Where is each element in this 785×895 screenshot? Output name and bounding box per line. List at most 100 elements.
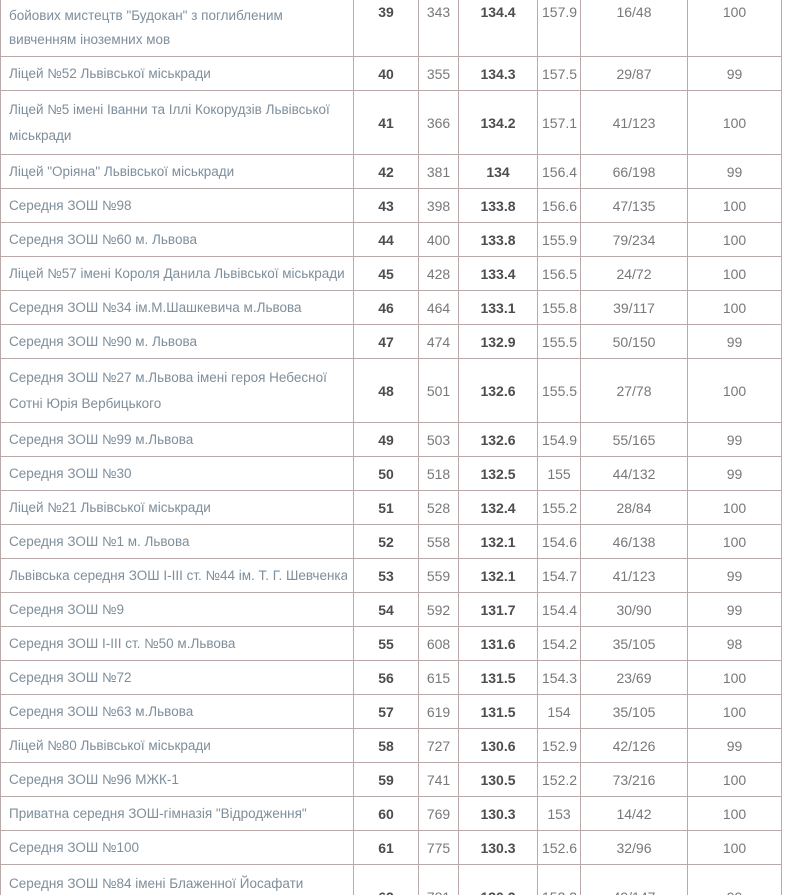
school-name-cell: Середня ЗОШ №84 імені Блаженної Йосафати… [0, 864, 354, 895]
percent-cell: 100 [687, 290, 782, 325]
table-row: Середня ЗОШ №99 м.Львова 49 503 132.6 154.9 5… [0, 422, 782, 457]
rank-cell: 40 [353, 56, 419, 91]
ratio-cell: 41/123 [580, 558, 688, 593]
school-name-line: Середня ЗОШ №98 [9, 197, 132, 213]
position-cell: 727 [418, 728, 459, 763]
ratio-cell: 42/126 [580, 728, 688, 763]
rating-cell: 132.9 [458, 324, 538, 359]
position-cell: 464 [418, 290, 459, 325]
position-cell: 558 [418, 524, 459, 559]
position-cell: 559 [418, 558, 459, 593]
school-name-line: Середня ЗОШ І-ІІІ ст. №50 м.Львова [9, 635, 236, 651]
ratio-cell: 30/90 [580, 592, 688, 627]
school-name-line: Середня ЗОШ №96 МЖК-1 [9, 771, 179, 787]
ratio-cell: 79/234 [580, 222, 688, 257]
position-cell: 769 [418, 796, 459, 831]
school-name-cell: Середня ЗОШ №99 м.Львова [0, 422, 354, 457]
table-row: Середня ЗОШ №84 імені Блаженної Йосафати… [0, 864, 782, 895]
rank-cell: 42 [353, 154, 419, 189]
table-row: Середня ЗОШ І-ІІІ ст. №50 м.Львова 55 608 1… [0, 626, 782, 661]
ratio-cell: 49/147 [580, 864, 688, 895]
position-cell: 474 [418, 324, 459, 359]
ratio-cell: 47/135 [580, 188, 688, 223]
percent-cell: 99 [687, 864, 782, 895]
percent-cell: 100 [687, 762, 782, 797]
score-cell: 152.3 [537, 864, 581, 895]
school-name-line: Середня ЗОШ №34 ім.М.Шашкевича м.Львова [9, 299, 302, 315]
position-cell: 501 [418, 358, 459, 423]
percent-cell: 99 [687, 456, 782, 491]
score-cell: 157.1 [537, 90, 581, 155]
position-cell: 398 [418, 188, 459, 223]
position-cell: 343 [418, 0, 459, 57]
school-name-cell: Ліцей №57 імені Короля Данила Львівської… [0, 256, 354, 291]
percent-cell: 98 [687, 626, 782, 661]
position-cell: 400 [418, 222, 459, 257]
rank-cell: 55 [353, 626, 419, 661]
rating-cell: 130.3 [458, 796, 538, 831]
school-name-cell: Ліцей №80 Львівської міськради [0, 728, 354, 763]
score-cell: 155.5 [537, 358, 581, 423]
score-cell: 155.8 [537, 290, 581, 325]
position-cell: 608 [418, 626, 459, 661]
rating-cell: 132.1 [458, 524, 538, 559]
table-row: Середня ЗОШ №9 54 592 131.7 154.4 30/90 99 [0, 592, 782, 627]
school-name-cell: Ліцей "Оріяна" Львівської міськради [0, 154, 354, 189]
score-cell: 154.2 [537, 626, 581, 661]
position-cell: 381 [418, 154, 459, 189]
school-name-line: Ліцей №21 Львівської міськради [9, 499, 211, 515]
rating-cell: 134.2 [458, 90, 538, 155]
rating-cell: 133.4 [458, 256, 538, 291]
score-cell: 154 [537, 694, 581, 729]
rating-cell: 130.6 [458, 728, 538, 763]
score-cell: 155.9 [537, 222, 581, 257]
rating-cell: 132.5 [458, 456, 538, 491]
rating-cell: 134 [458, 154, 538, 189]
rank-cell: 48 [353, 358, 419, 423]
school-name-cell: Ліцей №52 Львівської міськради [0, 56, 354, 91]
school-name-cell: Середня ЗОШ №1 м. Львова [0, 524, 354, 559]
school-name-cell: Середня ЗОШ №90 м. Львова [0, 324, 354, 359]
percent-cell: 100 [687, 90, 782, 155]
ratio-cell: 16/48 [580, 0, 688, 57]
school-name-line: міськради [9, 127, 72, 143]
score-cell: 154.9 [537, 422, 581, 457]
school-name-line: вивченням іноземних мов [9, 32, 171, 47]
ratio-cell: 24/72 [580, 256, 688, 291]
table-row: Ліцей №21 Львівської міськради 51 528 132.4… [0, 490, 782, 525]
table-row: Середня ЗОШ №96 МЖК-1 59 741 130.5 152.2 73/2… [0, 762, 782, 797]
ratio-cell: 66/198 [580, 154, 688, 189]
ratio-cell: 73/216 [580, 762, 688, 797]
ratio-cell: 35/105 [580, 626, 688, 661]
position-cell: 741 [418, 762, 459, 797]
school-name-cell: Середня ЗОШ №34 ім.М.Шашкевича м.Львова [0, 290, 354, 325]
percent-cell: 99 [687, 558, 782, 593]
rank-cell: 62 [353, 864, 419, 895]
score-cell: 152.9 [537, 728, 581, 763]
table-row: Середня ЗОШ №100 61 775 130.3 152.6 32/96 100 [0, 830, 782, 865]
rank-cell: 52 [353, 524, 419, 559]
percent-cell: 100 [687, 830, 782, 865]
ratio-cell: 14/42 [580, 796, 688, 831]
rank-cell: 56 [353, 660, 419, 695]
school-name-line: Ліцей №57 імені Короля Данила Львівської… [9, 265, 345, 281]
school-name-line: Ліцей №52 Львівської міськради [9, 65, 211, 81]
table-row: Ліцей №80 Львівської міськради 58 727 130.6… [0, 728, 782, 763]
score-cell: 154.7 [537, 558, 581, 593]
rank-cell: 50 [353, 456, 419, 491]
score-cell: 154.6 [537, 524, 581, 559]
school-name-cell: Середня ЗОШ №98 [0, 188, 354, 223]
school-name-line: Середня ЗОШ №72 [9, 669, 132, 685]
ratio-cell: 55/165 [580, 422, 688, 457]
school-name-line: Середня ЗОШ №1 м. Львова [9, 533, 190, 549]
percent-cell: 100 [687, 222, 782, 257]
table-row: Середня ЗОШ №60 м. Львова 44 400 133.8 155.9… [0, 222, 782, 257]
percent-cell: 99 [687, 422, 782, 457]
school-name-line: бойових мистецтв "Будокан" з поглибленим [9, 8, 283, 23]
rank-cell: 60 [353, 796, 419, 831]
score-cell: 156.4 [537, 154, 581, 189]
table-row: Ліцей №52 Львівської міськради 40 355 134.3… [0, 56, 782, 91]
school-name-cell: Середня ЗОШ №60 м. Львова [0, 222, 354, 257]
